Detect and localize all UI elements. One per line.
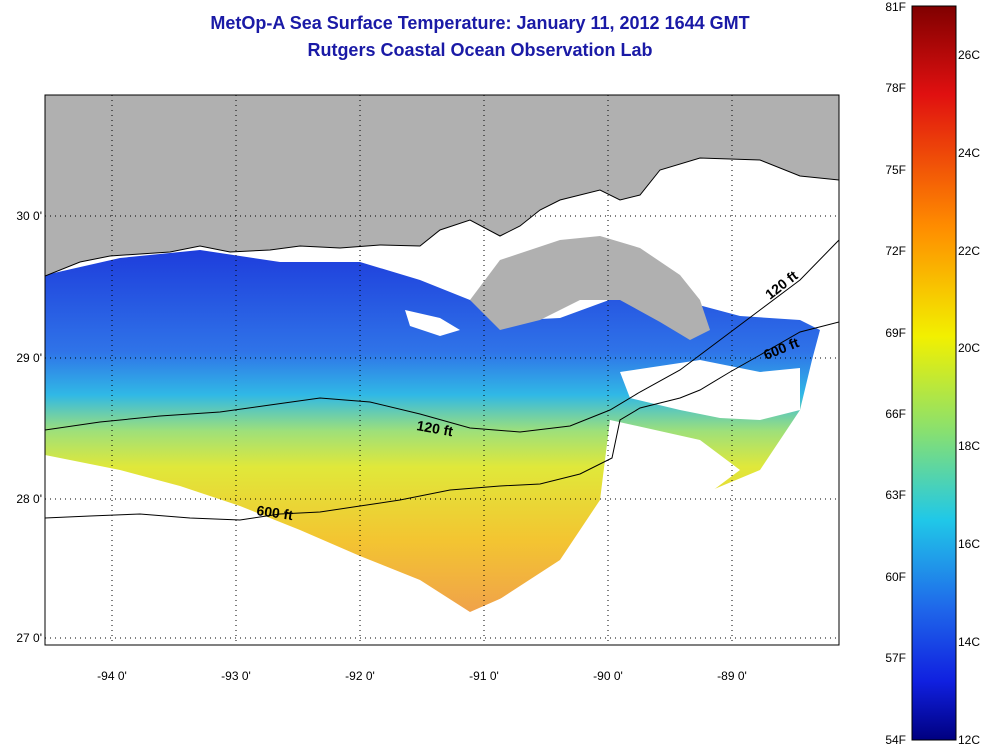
lon-label-90: -90 0'	[593, 669, 623, 683]
cb-f-81: 81F	[885, 0, 906, 14]
cb-c-12: 12C	[958, 733, 980, 747]
lat-label-29: 29 0'	[16, 351, 42, 365]
map-title: MetOp-A Sea Surface Temperature: January…	[210, 13, 750, 33]
cb-c-18: 18C	[958, 439, 980, 453]
lon-label-92: -92 0'	[345, 669, 375, 683]
lat-label-27: 27 0'	[16, 631, 42, 645]
isobath-600ft	[45, 321, 839, 521]
lon-label-94: -94 0'	[97, 669, 127, 683]
isobath-120ft	[45, 239, 839, 433]
cb-c-20: 20C	[958, 341, 980, 355]
contour-label-600ft-west: 600 ft	[256, 502, 295, 523]
lon-label-89: -89 0'	[717, 669, 747, 683]
colorbar-celsius-labels: 26C 24C 22C 20C 18C 16C 14C 12C	[958, 48, 980, 747]
cb-f-78: 78F	[885, 81, 906, 95]
cb-c-26: 26C	[958, 48, 980, 62]
lat-label-28: 28 0'	[16, 492, 42, 506]
cb-c-16: 16C	[958, 537, 980, 551]
cb-c-14: 14C	[958, 635, 980, 649]
colorbar-fahrenheit-labels: 81F 78F 75F 72F 69F 66F 63F 60F 57F 54F	[885, 0, 906, 747]
colorbar	[911, 5, 957, 741]
lon-label-93: -93 0'	[221, 669, 251, 683]
map-subtitle: Rutgers Coastal Ocean Observation Lab	[307, 40, 653, 60]
cb-f-63: 63F	[885, 488, 906, 502]
cb-f-69: 69F	[885, 326, 906, 340]
lon-label-91: -91 0'	[469, 669, 499, 683]
cb-f-75: 75F	[885, 163, 906, 177]
contour-label-120ft-offshore: 120 ft	[415, 417, 454, 439]
map-frame	[44, 94, 840, 646]
cb-f-54: 54F	[885, 733, 906, 747]
cb-f-72: 72F	[885, 244, 906, 258]
lat-label-30: 30 0'	[16, 209, 42, 223]
land	[45, 95, 839, 276]
cb-f-66: 66F	[885, 407, 906, 421]
cb-c-24: 24C	[958, 146, 980, 160]
cb-f-60: 60F	[885, 570, 906, 584]
mississippi-delta	[470, 236, 710, 340]
cb-f-57: 57F	[885, 651, 906, 665]
cb-c-22: 22C	[958, 244, 980, 258]
